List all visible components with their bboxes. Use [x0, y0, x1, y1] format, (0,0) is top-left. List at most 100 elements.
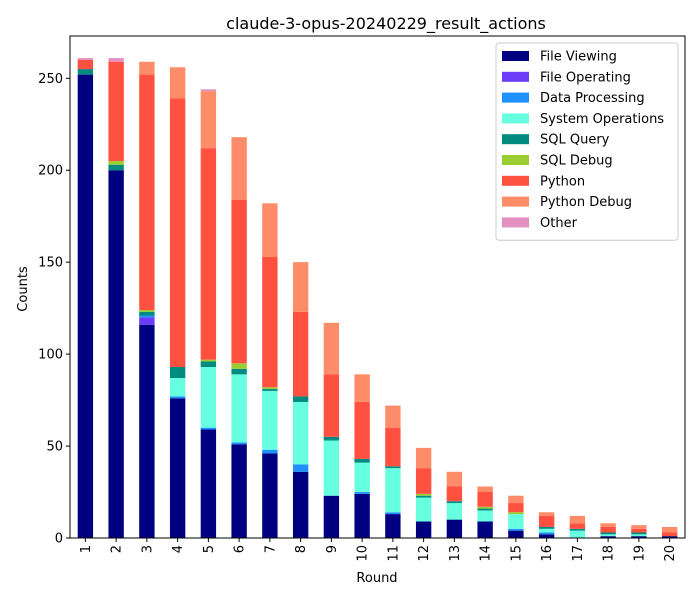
bar-segment [292, 401, 309, 465]
x-tick-label: 2 [110, 545, 125, 553]
x-tick-label: 12 [417, 545, 432, 562]
bar-segment [354, 458, 370, 463]
bar-segment [169, 98, 186, 367]
bar-segment [415, 493, 432, 496]
x-tick-label: 15 [509, 545, 524, 562]
bar-segment [477, 486, 493, 493]
bar-segment [262, 256, 278, 388]
bar-segment [508, 512, 524, 515]
bar-segment [262, 203, 278, 257]
bar-segment [385, 512, 401, 515]
bar-segment [631, 528, 647, 533]
bar-segment [538, 526, 555, 529]
bar-segment [292, 311, 309, 397]
bar-segment [292, 396, 309, 402]
x-tick-label: 16 [540, 545, 555, 562]
legend-label: Data Processing [540, 91, 645, 106]
bar-segment [354, 374, 370, 402]
bar-segment [569, 515, 586, 524]
bar-segment [385, 405, 401, 428]
bar-segment [446, 519, 463, 538]
bar-segment [108, 170, 124, 539]
x-tick-label: 7 [263, 545, 278, 553]
bar-segment [139, 317, 155, 325]
legend-swatch [502, 113, 529, 124]
bar-segment [508, 514, 524, 529]
bar-segment [108, 161, 124, 165]
x-tick-label: 3 [140, 545, 155, 553]
x-tick-label: 11 [386, 545, 401, 562]
bar-segment [292, 262, 309, 312]
legend-label: System Operations [540, 112, 664, 127]
bar-segment [600, 526, 616, 533]
bar-segment [354, 492, 370, 494]
legend-swatch [502, 155, 529, 165]
bar-segment [231, 368, 247, 375]
x-tick-label: 1 [79, 545, 94, 553]
bar-segment [661, 536, 678, 538]
bar-segment [538, 528, 555, 533]
bar-segment [354, 462, 370, 493]
bar-segment [538, 534, 555, 538]
bar-segment [415, 468, 432, 494]
bar-segment [415, 495, 432, 498]
legend-swatch [502, 175, 529, 186]
bar-segment [262, 389, 278, 391]
bar-segment [323, 440, 340, 496]
bar-segment [231, 444, 247, 538]
legend-label: File Viewing [540, 50, 617, 65]
bar-segment [538, 532, 555, 535]
bar-segment [631, 525, 647, 529]
bar-segment [262, 453, 278, 538]
bar-segment [508, 528, 524, 531]
legend: File Viewing File Operating Data Processin… [495, 42, 679, 241]
bar-segment [446, 503, 463, 520]
legend-swatch [502, 217, 529, 228]
bar-segment [569, 523, 586, 529]
bar-segment [446, 486, 463, 502]
bar-segment [108, 58, 124, 62]
bar-segment [477, 506, 493, 509]
x-tick-label: 9 [325, 545, 340, 553]
bar-segment [446, 471, 463, 487]
bar-segment [231, 199, 247, 364]
bar-segment [262, 390, 278, 450]
bar-segment [231, 363, 247, 369]
bar-segment [139, 315, 155, 318]
bar-segment [323, 374, 340, 437]
bar-segment [477, 492, 493, 507]
bar-segment [477, 510, 493, 522]
bar-segment [139, 309, 155, 312]
legend-label: SQL Query [540, 133, 610, 148]
bar-segment [200, 366, 217, 428]
bar-segment [169, 366, 186, 379]
y-tick-label: 0 [55, 532, 63, 547]
bar-segment [200, 89, 217, 92]
bar-segment [385, 468, 401, 513]
legend-label: Python [540, 174, 585, 189]
x-tick-label: 13 [448, 545, 463, 562]
bar-segment [139, 311, 155, 316]
x-tick-label: 18 [602, 545, 617, 562]
bar-segment [354, 493, 370, 538]
plot-frame [69, 35, 686, 539]
bar-segment [415, 447, 432, 469]
bar-segment [169, 378, 186, 397]
bar-segment [262, 387, 278, 390]
bar-segment [200, 427, 217, 430]
bar-segment [477, 521, 493, 538]
bar-segment [508, 530, 524, 538]
bar-segment [139, 324, 155, 538]
legend-swatch [502, 71, 529, 82]
x-tick-label: 14 [479, 545, 494, 562]
bar-segment [477, 508, 493, 511]
bar-segment [508, 503, 524, 513]
bar-segment [200, 429, 217, 538]
x-tick-label: 19 [632, 545, 647, 562]
bar-segment [77, 59, 94, 70]
bar-segment [292, 464, 309, 472]
bar-segment [231, 442, 247, 445]
bar-segment [385, 427, 401, 467]
